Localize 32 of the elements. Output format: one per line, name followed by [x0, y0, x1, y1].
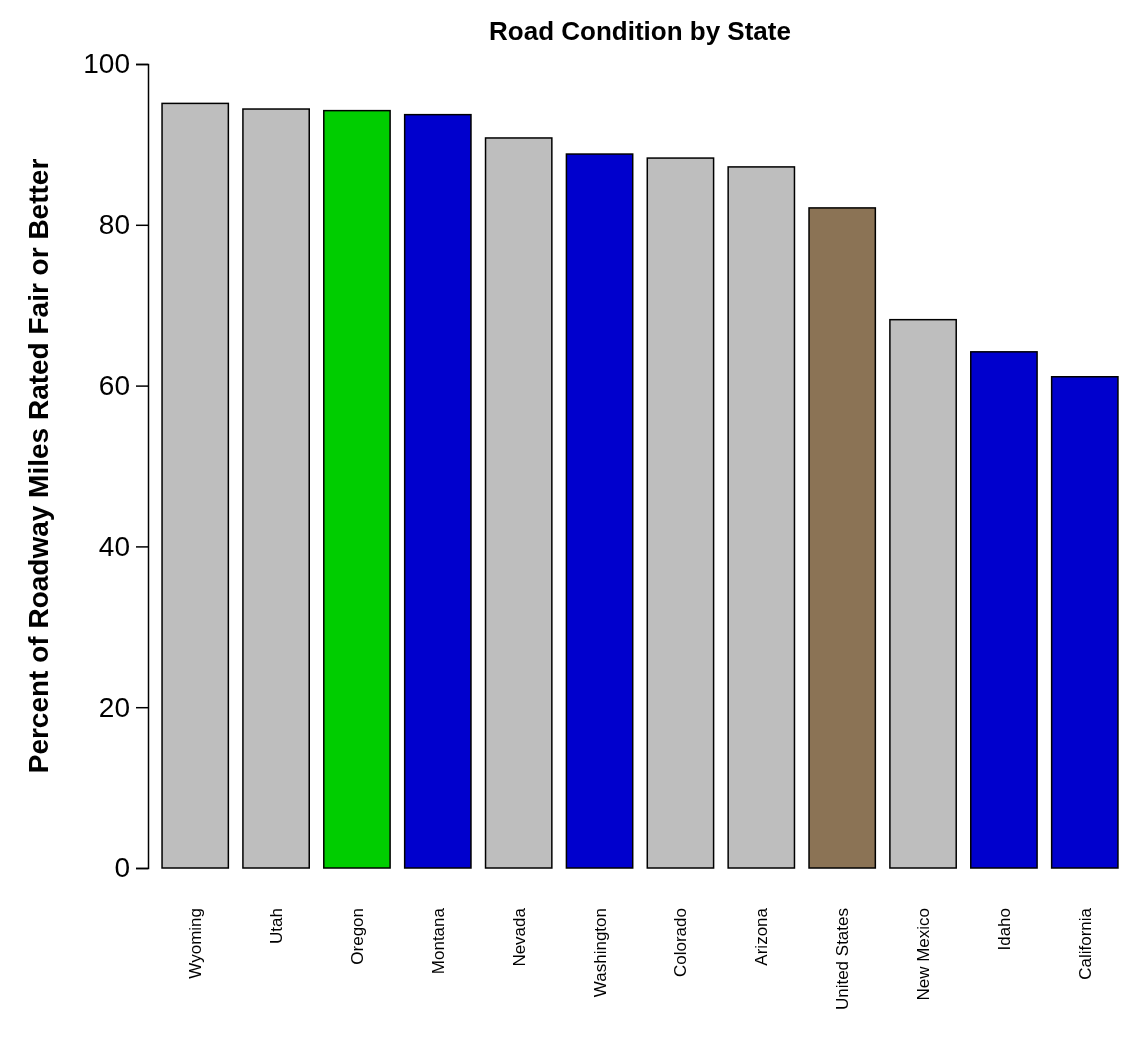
- x-tick-label: Washington: [590, 908, 610, 998]
- x-tick-label: Utah: [267, 908, 287, 944]
- x-tick-label: Nevada: [509, 907, 529, 967]
- bar: [403, 113, 472, 869]
- x-tick-label: Montana: [428, 907, 448, 975]
- x-tick-label: New Mexico: [914, 908, 934, 1001]
- y-axis-title: Percent of Roadway Miles Rated Fair or Better: [23, 158, 54, 774]
- x-tick-label: Idaho: [994, 908, 1014, 951]
- x-tick-label: California: [1075, 907, 1095, 980]
- x-tick-label: Colorado: [671, 908, 691, 977]
- y-tick-label: 60: [98, 370, 130, 402]
- x-tick-label: Arizona: [752, 907, 772, 966]
- bar: [565, 153, 634, 869]
- y-tick-label: 0: [114, 852, 130, 884]
- bar: [484, 137, 553, 869]
- x-tick-label: United States: [833, 908, 853, 1011]
- x-tick-label: Wyoming: [186, 908, 206, 979]
- bar: [970, 351, 1038, 869]
- y-tick-label: 20: [98, 691, 130, 723]
- y-tick-label: 80: [98, 209, 130, 241]
- bar: [889, 318, 957, 869]
- y-tick-label: 100: [83, 48, 130, 80]
- bar: [808, 207, 877, 869]
- bar: [323, 109, 391, 869]
- bar: [646, 157, 715, 869]
- bar: [161, 102, 230, 869]
- chart-title: Road Condition by State: [489, 16, 791, 46]
- x-tick-label: Oregon: [347, 908, 367, 965]
- bar: [727, 166, 796, 869]
- bar: [1050, 376, 1119, 869]
- y-tick-label: 40: [98, 530, 130, 562]
- bar: [242, 108, 310, 869]
